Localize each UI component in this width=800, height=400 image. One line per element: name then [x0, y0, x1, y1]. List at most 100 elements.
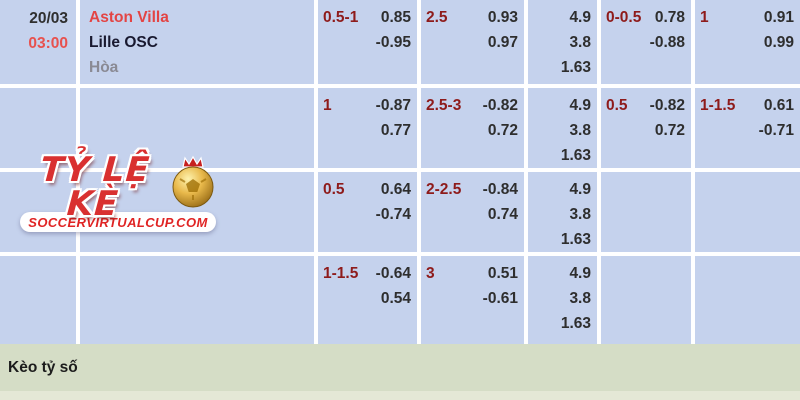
- match-time-line: 03:00: [0, 31, 68, 56]
- odds-line: 1.63: [533, 143, 591, 168]
- odds-value[interactable]: 3.8: [569, 121, 591, 139]
- odds-line: 1.63: [533, 311, 591, 336]
- odds-value[interactable]: 0.93: [487, 8, 518, 26]
- odds-line: 1 -0.87: [323, 93, 411, 118]
- 1x2-cell: 4.9 3.8 1.63: [528, 0, 597, 84]
- empty-cell: [0, 88, 76, 168]
- odds-line: -0.88: [606, 30, 685, 55]
- handicap-cell: 1-1.5 -0.64 0.54: [318, 256, 417, 344]
- ht-over-under-cell: 1-1.5 0.61 -0.71: [695, 88, 800, 168]
- handicap-label: 0-0.5: [606, 8, 642, 26]
- odds-line: 1-1.5 -0.64: [323, 261, 411, 286]
- odds-line: 0.74: [426, 202, 518, 227]
- odds-value[interactable]: 0.78: [654, 8, 685, 26]
- ht-handicap-cell: 0-0.5 0.78 -0.88: [601, 0, 691, 84]
- odds-line: 0.54: [323, 286, 411, 311]
- odds-value[interactable]: -0.82: [482, 96, 518, 114]
- match-date: 20/03: [29, 9, 68, 27]
- ht-over-under-cell: 1 0.91 0.99: [695, 0, 800, 84]
- odds-value[interactable]: 0.85: [380, 8, 411, 26]
- odds-value[interactable]: -0.71: [758, 121, 794, 139]
- odds-value[interactable]: 4.9: [569, 180, 591, 198]
- handicap-cell: 0.5-1 0.85 -0.95: [318, 0, 417, 84]
- odds-value[interactable]: -0.88: [649, 33, 685, 51]
- handicap-label: 0.5: [606, 96, 628, 114]
- empty-cell: [601, 256, 691, 344]
- over-under-cell: 2.5-3 -0.82 0.72: [421, 88, 524, 168]
- odds-value[interactable]: -0.95: [375, 33, 411, 51]
- odds-value[interactable]: 0.77: [380, 121, 411, 139]
- odds-value[interactable]: 0.97: [487, 33, 518, 51]
- total-label: 1-1.5: [700, 96, 736, 114]
- odds-line: 2.5 0.93: [426, 5, 518, 30]
- odds-line: 1 0.91: [700, 5, 794, 30]
- total-label: 3: [426, 264, 435, 282]
- odds-line: 3.8: [533, 118, 591, 143]
- odds-value[interactable]: 0.51: [487, 264, 518, 282]
- odds-value[interactable]: 1.63: [560, 314, 591, 332]
- over-under-cell: 2-2.5 -0.84 0.74: [421, 172, 524, 252]
- home-team-name: Aston Villa: [89, 8, 169, 26]
- odds-line: 0.5-1 0.85: [323, 5, 411, 30]
- odds-value[interactable]: -0.84: [482, 180, 518, 198]
- odds-line: 0.77: [323, 118, 411, 143]
- odds-value[interactable]: 1.63: [560, 230, 591, 248]
- odds-value[interactable]: 1.63: [560, 146, 591, 164]
- handicap-label: 0.5-1: [323, 8, 359, 26]
- section-header-score-odds: Kèo tỷ số: [0, 344, 800, 400]
- odds-line: 4.9: [533, 177, 591, 202]
- match-time: 03:00: [28, 34, 68, 52]
- odds-line: 1.63: [533, 227, 591, 252]
- odds-line: 0-0.5 0.78: [606, 5, 685, 30]
- empty-cell: [601, 172, 691, 252]
- odds-value[interactable]: 0.74: [487, 205, 518, 223]
- odds-line: 0.5 -0.82: [606, 93, 685, 118]
- odds-value[interactable]: 0.72: [487, 121, 518, 139]
- total-label: 2.5-3: [426, 96, 462, 114]
- odds-line: 0.97: [426, 30, 518, 55]
- odds-line: 1-1.5 0.61: [700, 93, 794, 118]
- odds-line: 3.8: [533, 286, 591, 311]
- odds-value[interactable]: 0.54: [380, 289, 411, 307]
- odds-value[interactable]: 1.63: [560, 58, 591, 76]
- odds-value[interactable]: 4.9: [569, 8, 591, 26]
- match-date-line: 20/03: [0, 6, 68, 31]
- empty-cell: [80, 256, 314, 344]
- odds-line: 2-2.5 -0.84: [426, 177, 518, 202]
- odds-value[interactable]: 0.61: [763, 96, 794, 114]
- 1x2-cell: 4.9 3.8 1.63: [528, 256, 597, 344]
- 1x2-cell: 4.9 3.8 1.63: [528, 88, 597, 168]
- empty-cell: [0, 172, 76, 252]
- empty-cell: [80, 172, 314, 252]
- odds-value[interactable]: 4.9: [569, 96, 591, 114]
- odds-value[interactable]: 3.8: [569, 289, 591, 307]
- odds-value[interactable]: 0.91: [763, 8, 794, 26]
- odds-value[interactable]: -0.87: [375, 96, 411, 114]
- empty-cell: [80, 88, 314, 168]
- odds-value[interactable]: 3.8: [569, 205, 591, 223]
- odds-line: 3.8: [533, 202, 591, 227]
- odds-line: 0.99: [700, 30, 794, 55]
- odds-value[interactable]: 0.72: [654, 121, 685, 139]
- odds-value[interactable]: -0.74: [375, 205, 411, 223]
- over-under-cell: 2.5 0.93 0.97: [421, 0, 524, 84]
- odds-line: 0.72: [606, 118, 685, 143]
- odds-value[interactable]: 4.9: [569, 264, 591, 282]
- odds-line: -0.74: [323, 202, 411, 227]
- odds-value[interactable]: -0.64: [375, 264, 411, 282]
- over-under-cell: 3 0.51 -0.61: [421, 256, 524, 344]
- section-header-label: Kèo tỷ số: [8, 359, 78, 376]
- odds-line: 3.8: [533, 30, 591, 55]
- odds-line: 0.72: [426, 118, 518, 143]
- odds-line: 2.5-3 -0.82: [426, 93, 518, 118]
- odds-value[interactable]: -0.82: [649, 96, 685, 114]
- odds-value[interactable]: 3.8: [569, 33, 591, 51]
- odds-value[interactable]: -0.61: [482, 289, 518, 307]
- odds-line: -0.61: [426, 286, 518, 311]
- odds-line: 0.5 0.64: [323, 177, 411, 202]
- home-team-line: Aston Villa: [89, 5, 314, 30]
- handicap-label: 1: [323, 96, 332, 114]
- odds-value[interactable]: 0.64: [380, 180, 411, 198]
- odds-value[interactable]: 0.99: [763, 33, 794, 51]
- draw-label: Hòa: [89, 58, 119, 76]
